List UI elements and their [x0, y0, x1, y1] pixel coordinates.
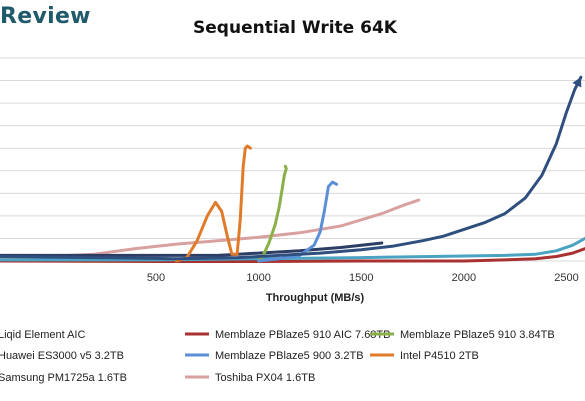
brand-logo-text: Review: [0, 4, 91, 29]
x-axis-label: Throughput (MB/s): [266, 292, 365, 304]
legend-item: Samsung PM1725a 1.6TB: [0, 372, 127, 384]
legend-item: Intel P4510 2TB: [370, 350, 479, 362]
legend-label: Toshiba PX04 1.6TB: [215, 372, 315, 384]
x-tick-labels: 500 1000 1500 2000 2500: [147, 272, 579, 284]
series-line: [0, 75, 583, 261]
x-tick-label: 1500: [349, 272, 373, 284]
chart-title: Sequential Write 64K: [193, 18, 398, 38]
legend-label: Memblaze PBlaze5 910 AIC 7.68TB: [215, 329, 390, 341]
legend-item: Memblaze PBlaze5 910 AIC 7.68TB: [185, 329, 390, 341]
series-line: [0, 247, 585, 263]
x-tick-label: 2500: [554, 272, 578, 284]
legend-label: Huawei ES3000 v5 3.2TB: [0, 350, 124, 362]
grid-lines: [0, 57, 585, 262]
legend-item: Memblaze PBlaze5 900 3.2TB: [185, 350, 364, 362]
legend-item: Huawei ES3000 v5 3.2TB: [0, 350, 124, 362]
x-tick-label: 2000: [452, 272, 476, 284]
legend-label: Samsung PM1725a 1.6TB: [0, 372, 127, 384]
legend-item: Memblaze PBlaze5 910 3.84TB: [370, 329, 555, 341]
x-tick-label: 1000: [246, 272, 270, 284]
series-line: [257, 164, 288, 263]
legend-label: Memblaze PBlaze5 900 3.2TB: [215, 350, 364, 362]
legend-label: Liqid Element AIC: [0, 329, 85, 341]
series-line: [0, 198, 421, 261]
legend-label: Intel P4510 2TB: [400, 350, 479, 362]
legend-label: Memblaze PBlaze5 910 3.84TB: [400, 329, 555, 341]
series-line: [257, 180, 339, 263]
series-lines: [0, 75, 585, 263]
series-line: [175, 144, 252, 263]
legend-item: Toshiba PX04 1.6TB: [185, 372, 315, 384]
series-end-marker: [572, 77, 582, 88]
legend: Liqid Element AIC Memblaze PBlaze5 910 AI…: [0, 329, 555, 384]
x-tick-label: 500: [147, 272, 165, 284]
legend-item: Liqid Element AIC: [0, 329, 85, 341]
